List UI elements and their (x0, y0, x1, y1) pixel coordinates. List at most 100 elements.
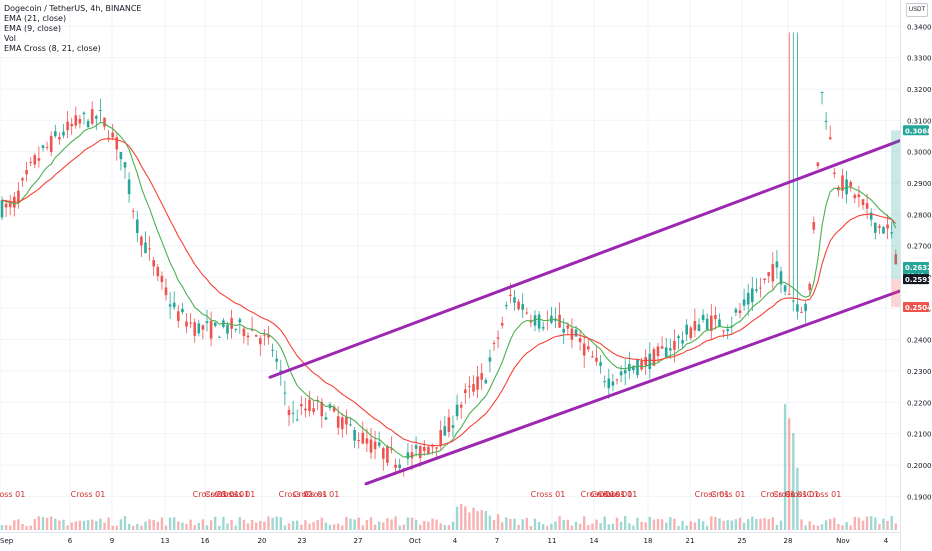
chart-legend: Dogecoin / TetherUS, 4h, BINANCE EMA (21… (4, 4, 141, 54)
candle-body (505, 305, 508, 307)
candle-body (172, 302, 176, 308)
volume-bar (357, 517, 360, 530)
candle-body (669, 348, 672, 351)
candle-body (697, 324, 701, 332)
candle-body (648, 353, 652, 369)
volume-bar (501, 522, 504, 530)
candle-body (730, 325, 734, 327)
cross-marker-label: Cross 01 (695, 490, 730, 499)
volume-bar (849, 525, 852, 530)
candle-body (664, 347, 668, 357)
candle-body (587, 346, 590, 350)
legend-ema-cross[interactable]: EMA Cross (8, 21, close) (4, 44, 101, 53)
legend-ema21[interactable]: EMA (21, close) (4, 14, 67, 23)
candle-body (168, 304, 172, 307)
volume-bar (611, 523, 615, 530)
legend-title[interactable]: Dogecoin / TetherUS, 4h, BINANCE (4, 4, 142, 13)
volume-bar (619, 521, 623, 530)
volume-bar (33, 519, 36, 530)
candle-body (242, 328, 246, 336)
candle-body (136, 219, 139, 234)
volume-bar (747, 519, 750, 530)
volume-bar (665, 522, 668, 530)
volume-bar (111, 525, 114, 530)
volume-bar (505, 517, 508, 530)
candle-body (824, 120, 828, 122)
cross-marker-label: Cross 01 (0, 490, 25, 499)
volume-bar (783, 404, 787, 530)
candle-body (181, 308, 184, 313)
candle-body (238, 319, 242, 323)
volume-bar (796, 467, 799, 530)
time-scale[interactable] (0, 532, 932, 551)
currency-badge[interactable]: USDT (906, 3, 928, 17)
volume-bar (402, 524, 405, 530)
volume-bar (681, 520, 684, 530)
volume-bar (628, 523, 631, 530)
candle-body (853, 194, 857, 199)
volume-bar (829, 519, 832, 530)
candle-body (99, 109, 102, 111)
volume-bar (13, 520, 16, 530)
volume-bar (492, 520, 496, 530)
candle-body (189, 322, 192, 324)
volume-bar (759, 518, 762, 530)
volume-bar (722, 520, 725, 530)
candle-body (414, 445, 418, 449)
volume-bar (685, 525, 688, 530)
candle-body (886, 224, 889, 229)
candle-body (861, 199, 865, 206)
volume-bar (451, 521, 455, 530)
legend-ema9[interactable]: EMA (9, close) (4, 24, 61, 33)
candle-body (156, 267, 160, 277)
cross-marker-label: Cross 01 (807, 490, 842, 499)
volume-bar (755, 518, 758, 530)
volume-bar (460, 504, 463, 530)
candle-body (681, 340, 684, 344)
cross-marker-label: Cross 01 (293, 490, 328, 499)
volume-bar (361, 525, 364, 530)
candle-body (246, 335, 250, 338)
candle-body (209, 321, 213, 339)
candle-body (119, 152, 123, 160)
volume-bar (583, 516, 586, 530)
volume-bar (218, 525, 221, 530)
candle-body (45, 146, 49, 148)
volume-bar (677, 525, 680, 530)
volume-bar (250, 519, 254, 530)
volume-bar (701, 521, 705, 530)
volume-bar (636, 517, 639, 530)
volume-bar (890, 516, 893, 530)
volume-bar (648, 516, 651, 530)
candle-body (398, 464, 401, 469)
candle-body (484, 379, 488, 384)
candle-body (619, 371, 623, 376)
candle-body (365, 438, 369, 444)
volume-bar (476, 511, 479, 530)
volume-bar (332, 524, 336, 530)
scale-settings[interactable] (900, 532, 932, 550)
cross-marker-label: Cross 01 (591, 490, 626, 499)
volume-bar (214, 516, 217, 530)
volume-bar (91, 519, 94, 530)
volume-bar (62, 519, 65, 530)
volume-bar (455, 506, 459, 530)
volume-bar (41, 517, 45, 530)
volume-bar (103, 522, 106, 530)
candle-body (857, 194, 861, 198)
candle-body (582, 343, 586, 356)
volume-bar (574, 521, 578, 530)
volume-bar (595, 519, 598, 530)
volume-bar (287, 523, 291, 530)
volume-bar (841, 525, 844, 530)
candle-body (591, 356, 594, 358)
candle-body (541, 327, 545, 329)
candle-body (17, 190, 20, 203)
volume-bar (447, 525, 451, 530)
price-scale[interactable] (900, 0, 932, 532)
legend-volume[interactable]: Vol (4, 34, 16, 43)
candle-body (500, 323, 504, 326)
candle-body (382, 448, 385, 459)
